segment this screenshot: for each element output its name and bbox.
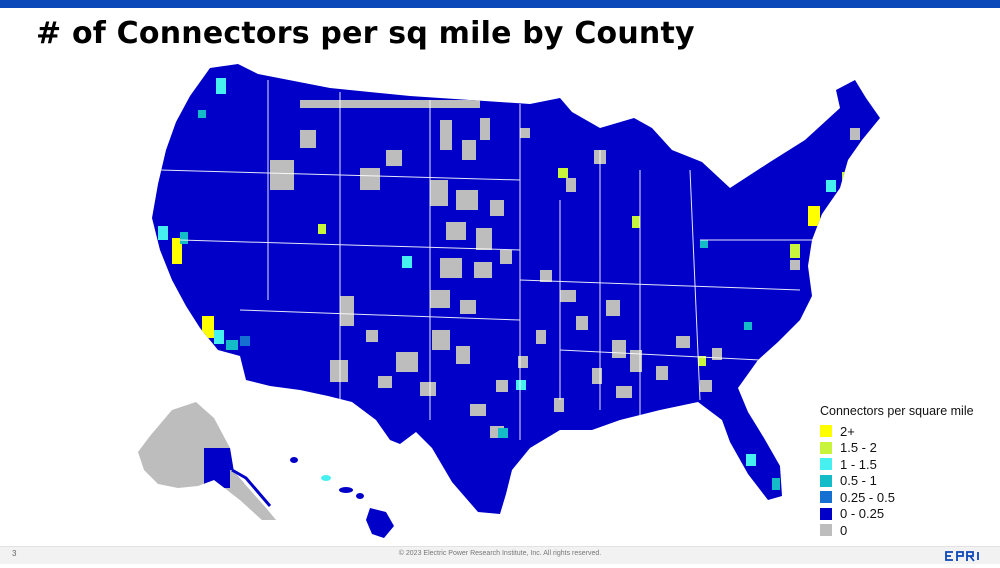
legend-swatch [820, 507, 832, 520]
page-number: 3 [12, 549, 17, 558]
legend-item: 0.25 - 0.5 [820, 489, 995, 506]
legend-item: 1 - 1.5 [820, 456, 995, 473]
legend-swatch [820, 491, 832, 504]
legend-label: 0.25 - 0.5 [840, 489, 895, 505]
legend-label: 1.5 - 2 [840, 440, 877, 456]
slide-title: # of Connectors per sq mile by County [36, 16, 695, 51]
legend-swatch [820, 524, 832, 537]
hawaii-shape [290, 457, 394, 538]
legend-item: 1.5 - 2 [820, 440, 995, 457]
legend-label: 0.5 - 1 [840, 473, 877, 489]
map-legend: Connectors per square mile 2+ 1.5 - 2 1 … [820, 404, 995, 539]
legend-swatch [820, 441, 832, 454]
legend-swatch [820, 425, 832, 438]
legend-item: 0.5 - 1 [820, 473, 995, 490]
legend-item: 0 - 0.25 [820, 506, 995, 523]
epri-logo [945, 551, 979, 562]
legend-swatch [820, 474, 832, 487]
top-accent-bar [0, 0, 1000, 8]
legend-swatch [820, 458, 832, 471]
legend-item: 2+ [820, 423, 995, 440]
legend-title: Connectors per square mile [820, 404, 974, 418]
legend-label: 0 - 0.25 [840, 506, 885, 522]
footer-bar: 3 © 2023 Electric Power Research Institu… [0, 546, 1000, 564]
legend-item: 0 [820, 522, 995, 539]
legend-label: 2+ [840, 423, 855, 439]
copyright-notice: © 2023 Electric Power Research Institute… [398, 550, 602, 557]
contiguous-us-shape [152, 64, 880, 514]
legend-label: 0 [840, 522, 848, 538]
county-zero-fill [158, 78, 860, 490]
legend-label: 1 - 1.5 [840, 456, 877, 472]
